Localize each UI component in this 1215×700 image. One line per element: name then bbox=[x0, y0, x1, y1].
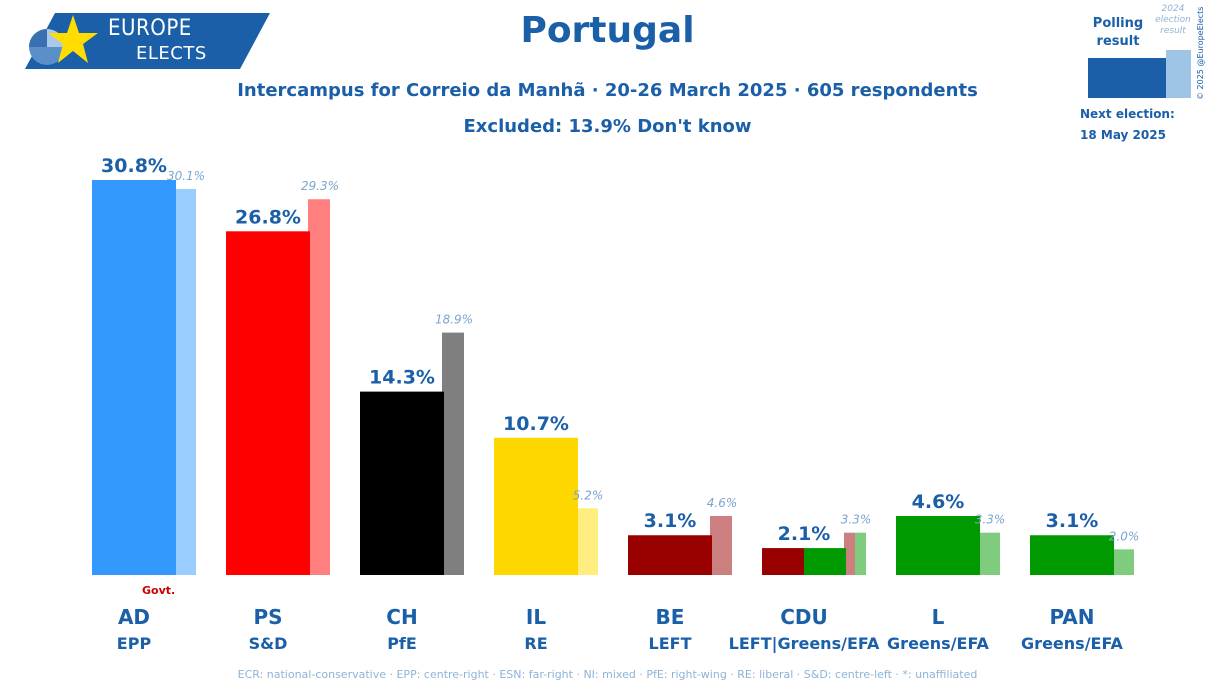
election-value-label-l: 3.3% bbox=[975, 513, 1006, 527]
party-label-ad: AD bbox=[118, 605, 150, 629]
poll-value-label-ch: 14.3% bbox=[369, 367, 435, 389]
party-label-l: L bbox=[932, 605, 945, 629]
group-label-ch: PfE bbox=[387, 634, 417, 653]
group-label-pan: Greens/EFA bbox=[1021, 634, 1124, 653]
party-label-ps: PS bbox=[253, 605, 282, 629]
election-bar-cdu-a bbox=[844, 532, 855, 575]
group-label-ps: S&D bbox=[249, 634, 288, 653]
poll-subtitle: Intercampus for Correio da Manhã · 20-26… bbox=[237, 80, 978, 101]
poll-bar-ps bbox=[226, 231, 310, 575]
legend-poll-swatch bbox=[1088, 58, 1168, 98]
election-value-label-ps: 29.3% bbox=[301, 179, 339, 193]
poll-bar-cdu-b bbox=[804, 548, 846, 575]
election-bar-il bbox=[576, 508, 598, 575]
group-label-l: Greens/EFA bbox=[887, 634, 990, 653]
footer-legend: ECR: national-conservative · EPP: centre… bbox=[237, 668, 978, 681]
logo-line1: EUROPE bbox=[108, 16, 192, 41]
election-value-label-pan: 2.0% bbox=[1109, 529, 1140, 543]
next-election-date: 18 May 2025 bbox=[1080, 128, 1166, 142]
poll-value-label-cdu: 2.1% bbox=[778, 523, 831, 545]
poll-bar-pan bbox=[1030, 535, 1114, 575]
election-bar-pan bbox=[1112, 549, 1134, 575]
election-bar-ad bbox=[174, 188, 196, 575]
election-value-label-be: 4.6% bbox=[707, 496, 738, 510]
page-title: Portugal bbox=[520, 10, 695, 51]
poll-value-label-pan: 3.1% bbox=[1046, 510, 1099, 532]
party-label-pan: PAN bbox=[1049, 605, 1094, 629]
logo-line2: ELECTS bbox=[136, 43, 207, 64]
election-value-label-ch: 18.9% bbox=[435, 313, 473, 327]
group-label-il: RE bbox=[524, 634, 547, 653]
election-bar-ch bbox=[442, 332, 464, 575]
poll-value-label-ps: 26.8% bbox=[235, 206, 301, 228]
legend-polling-result: Polling result bbox=[1092, 16, 1144, 49]
poll-value-label-il: 10.7% bbox=[503, 413, 569, 435]
election-bar-be bbox=[710, 516, 732, 575]
poll-bar-ch bbox=[360, 391, 444, 575]
poll-value-label-be: 3.1% bbox=[644, 510, 697, 532]
legend-election-result: 2024 election result bbox=[1155, 4, 1191, 36]
party-label-ch: CH bbox=[386, 605, 417, 629]
poll-bar-be bbox=[628, 535, 712, 575]
group-label-be: LEFT bbox=[649, 634, 692, 653]
poll-value-label-ad: 30.8% bbox=[101, 155, 167, 177]
poll-value-label-l: 4.6% bbox=[912, 491, 965, 513]
europe-elects-logo bbox=[25, 13, 270, 69]
next-election-label: Next election: bbox=[1080, 107, 1175, 121]
party-label-cdu: CDU bbox=[780, 605, 828, 629]
party-label-il: IL bbox=[526, 605, 546, 629]
govt-annotation: Govt. bbox=[142, 584, 175, 597]
poll-bar-ad bbox=[92, 180, 176, 575]
election-value-label-ad: 30.1% bbox=[167, 169, 205, 183]
election-value-label-il: 5.2% bbox=[573, 488, 604, 502]
election-bar-ps bbox=[308, 199, 330, 576]
excluded-note: Excluded: 13.9% Don't know bbox=[463, 116, 752, 137]
party-label-be: BE bbox=[656, 605, 685, 629]
group-label-cdu: LEFT|Greens/EFA bbox=[729, 634, 880, 654]
group-label-ad: EPP bbox=[117, 634, 152, 653]
poll-bar-l bbox=[896, 516, 980, 575]
election-value-label-cdu: 3.3% bbox=[841, 513, 872, 527]
election-bar-l bbox=[978, 532, 1000, 575]
poll-bar-il bbox=[494, 437, 578, 575]
legend-election-swatch bbox=[1166, 50, 1191, 98]
poll-bar-cdu-a bbox=[762, 548, 804, 575]
election-bar-cdu-b bbox=[855, 532, 866, 575]
